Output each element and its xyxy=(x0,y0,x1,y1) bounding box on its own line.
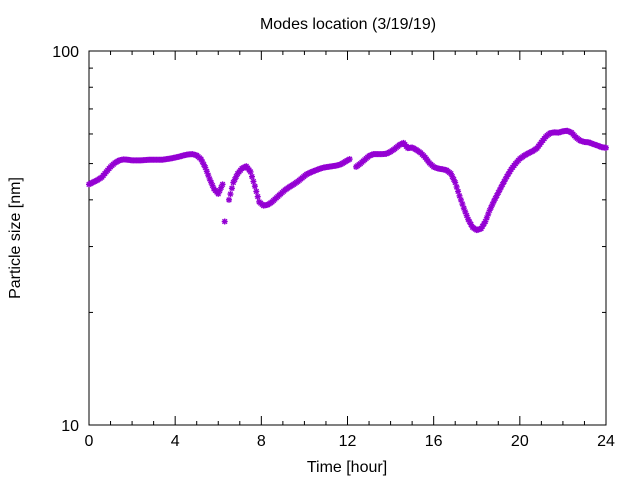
x-tick-label: 0 xyxy=(85,433,94,450)
data-point xyxy=(248,173,255,180)
data-point xyxy=(227,191,234,198)
x-axis-label: Time [hour] xyxy=(307,459,387,476)
data-point xyxy=(603,144,609,151)
data-point xyxy=(346,156,353,163)
x-tick-label: 20 xyxy=(511,433,529,450)
data-point xyxy=(219,181,226,188)
y-tick-label: 100 xyxy=(52,44,79,61)
plot-frame xyxy=(88,50,607,426)
data-point xyxy=(455,188,462,195)
data-point xyxy=(226,196,233,203)
data-points xyxy=(86,127,609,234)
x-tick-label: 8 xyxy=(257,433,266,450)
data-point xyxy=(251,183,258,190)
y-tick-label: 10 xyxy=(61,418,79,435)
x-tick-label: 12 xyxy=(339,433,357,450)
data-point xyxy=(254,193,261,200)
chart-title: Modes location (3/19/19) xyxy=(260,16,436,33)
data-point xyxy=(250,178,257,185)
axes: 0 4 8 12 16 20 24 10 100 xyxy=(52,44,615,450)
x-tick-label: 4 xyxy=(171,433,180,450)
data-point xyxy=(247,168,254,175)
data-point xyxy=(253,188,260,195)
data-point xyxy=(228,185,235,192)
x-tick-label: 24 xyxy=(597,433,615,450)
x-tick-label: 16 xyxy=(425,433,443,450)
y-axis-label: Particle size [nm] xyxy=(7,177,24,299)
data-point xyxy=(221,218,228,225)
